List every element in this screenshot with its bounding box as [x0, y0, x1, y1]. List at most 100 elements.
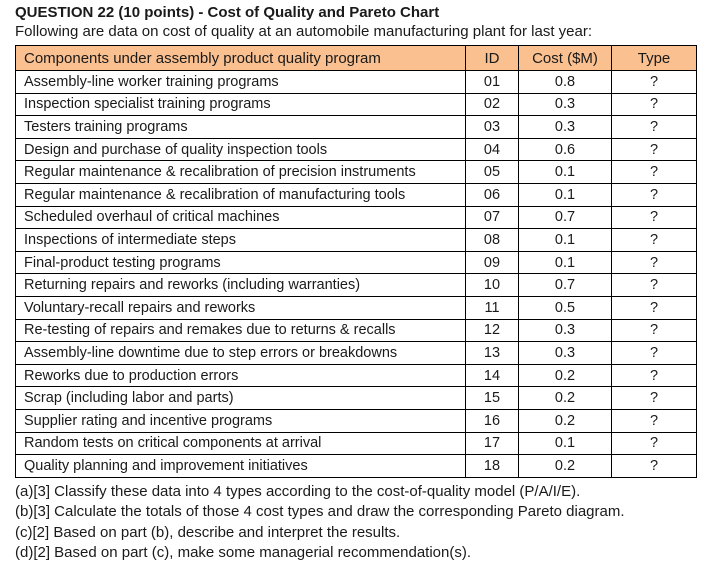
table-row: Inspections of intermediate steps 08 0.1?: [15, 228, 697, 252]
table-row: Design and purchase of quality inspectio…: [15, 137, 697, 162]
cell-cost: 0.1: [518, 228, 612, 252]
cell-component: Assembly-line downtime due to step error…: [15, 341, 466, 365]
cell-cost: 0.1: [518, 182, 612, 207]
column-header-id: ID: [465, 45, 519, 71]
cell-type: ?: [611, 137, 697, 162]
table-row: Random tests on critical components at a…: [15, 431, 697, 456]
cell-component: Design and purchase of quality inspectio…: [15, 137, 466, 162]
column-header-cost: Cost ($M): [518, 45, 612, 71]
table-header-row: Components under assembly product qualit…: [15, 45, 697, 71]
table-row: Quality planning and improvement initiat…: [15, 454, 697, 478]
cell-component: Returning repairs and reworks (including…: [15, 273, 466, 297]
cell-id: 09: [465, 250, 519, 275]
cell-cost: 0.3: [518, 341, 612, 365]
table-row: Supplier rating and incentive programs 16…: [15, 408, 697, 433]
cell-component: Quality planning and improvement initiat…: [15, 454, 466, 478]
table-header: Components under assembly product qualit…: [15, 45, 697, 71]
cell-cost: 0.2: [518, 363, 612, 388]
table-row: Inspection specialist training programs 0…: [15, 92, 697, 117]
cell-id: 11: [465, 295, 519, 320]
cell-cost: 0.7: [518, 205, 612, 230]
cell-component: Final-product testing programs: [15, 250, 466, 275]
cell-id: 17: [465, 431, 519, 456]
table-row: Regular maintenance & recalibration of m…: [15, 182, 697, 207]
cell-component: Random tests on critical components at a…: [15, 431, 466, 456]
cell-type: ?: [611, 431, 697, 456]
table-row: Assembly-line worker training programs 01…: [15, 70, 697, 94]
cell-id: 13: [465, 341, 519, 365]
cell-cost: 0.1: [518, 250, 612, 275]
cell-id: 18: [465, 454, 519, 478]
cost-of-quality-table: Components under assembly product qualit…: [15, 45, 697, 478]
table-row: Assembly-line downtime due to step error…: [15, 341, 697, 365]
cell-component: Reworks due to production errors: [15, 363, 466, 388]
cell-component: Supplier rating and incentive programs: [15, 408, 466, 433]
cell-cost: 0.3: [518, 318, 612, 343]
cell-cost: 0.2: [518, 408, 612, 433]
question-d: (d)[2] Based on part (c), make some mana…: [15, 544, 472, 562]
cell-type: ?: [611, 70, 697, 94]
table-row: Regular maintenance & recalibration of p…: [15, 160, 697, 184]
table-row: Voluntary-recall repairs and reworks 11 0.…: [15, 295, 697, 320]
cell-component: Regular maintenance & recalibration of m…: [15, 182, 466, 207]
table-row: Scrap (including labor and parts) 15 0.2?: [15, 386, 697, 410]
intro-text: Following are data on cost of quality at…: [15, 23, 592, 40]
cell-cost: 0.2: [518, 386, 612, 410]
cell-id: 16: [465, 408, 519, 433]
cell-component: Inspection specialist training programs: [15, 92, 466, 117]
cell-cost: 0.7: [518, 273, 612, 297]
cell-component: Regular maintenance & recalibration of p…: [15, 160, 466, 184]
question-c: (c)[2] Based on part (b), describe and i…: [15, 523, 401, 541]
cell-type: ?: [611, 250, 697, 275]
cell-id: 04: [465, 137, 519, 162]
cell-type: ?: [611, 273, 697, 297]
cell-component: Assembly-line worker training programs: [15, 70, 466, 94]
cell-type: ?: [611, 160, 697, 184]
cell-id: 01: [465, 70, 519, 94]
cell-component: Scrap (including labor and parts): [15, 386, 466, 410]
table-row: Returning repairs and reworks (including…: [15, 273, 697, 297]
cell-cost: 0.2: [518, 454, 612, 478]
cell-cost: 0.5: [518, 295, 612, 320]
cell-cost: 0.3: [518, 92, 612, 117]
cell-component: Re-testing of repairs and remakes due to…: [15, 318, 466, 343]
question-a: (a)[3] Classify these data into 4 types …: [15, 482, 581, 500]
cell-component: Scheduled overhaul of critical machines: [15, 205, 466, 230]
cell-cost: 0.8: [518, 70, 612, 94]
cell-type: ?: [611, 454, 697, 478]
cell-id: 05: [465, 160, 519, 184]
cell-cost: 0.6: [518, 137, 612, 162]
cell-type: ?: [611, 182, 697, 207]
cell-type: ?: [611, 228, 697, 252]
cell-id: 08: [465, 228, 519, 252]
cell-id: 06: [465, 182, 519, 207]
cell-type: ?: [611, 408, 697, 433]
cell-id: 03: [465, 115, 519, 139]
table-row: Scheduled overhaul of critical machines 0…: [15, 205, 697, 230]
table-row: Reworks due to production errors 14 0.2?: [15, 363, 697, 388]
cell-cost: 0.1: [518, 431, 612, 456]
cell-type: ?: [611, 363, 697, 388]
question-b: (b)[3] Calculate the totals of those 4 c…: [15, 503, 625, 521]
cell-cost: 0.3: [518, 115, 612, 139]
table-row: Final-product testing programs 09 0.1?: [15, 250, 697, 275]
cell-type: ?: [611, 386, 697, 410]
cell-type: ?: [611, 341, 697, 365]
cell-id: 07: [465, 205, 519, 230]
cell-type: ?: [611, 318, 697, 343]
cell-cost: 0.1: [518, 160, 612, 184]
cell-type: ?: [611, 115, 697, 139]
cell-id: 12: [465, 318, 519, 343]
cell-component: Testers training programs: [15, 115, 466, 139]
table-row: Re-testing of repairs and remakes due to…: [15, 318, 697, 343]
column-header-type: Type: [611, 45, 697, 71]
cell-id: 02: [465, 92, 519, 117]
cell-component: Voluntary-recall repairs and reworks: [15, 295, 466, 320]
table-row: Testers training programs 03 0.3?: [15, 115, 697, 139]
cell-id: 15: [465, 386, 519, 410]
cell-id: 14: [465, 363, 519, 388]
page-title: QUESTION 22 (10 points) - Cost of Qualit…: [15, 4, 440, 21]
cell-type: ?: [611, 92, 697, 117]
cell-component: Inspections of intermediate steps: [15, 228, 466, 252]
